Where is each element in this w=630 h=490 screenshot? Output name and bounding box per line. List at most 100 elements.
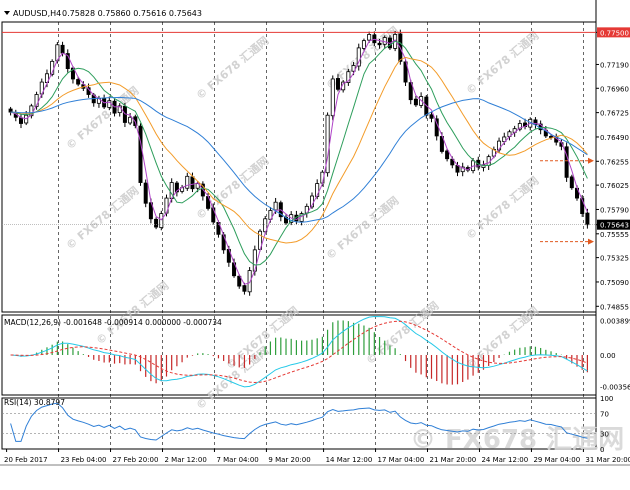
candle-body xyxy=(34,94,39,107)
candle-body xyxy=(242,285,247,292)
candle-body xyxy=(481,164,486,168)
current-price-tag xyxy=(597,219,630,230)
candle-body xyxy=(247,270,252,293)
ma-line-120 xyxy=(10,96,588,223)
candle-body xyxy=(335,78,340,90)
candle-body xyxy=(569,176,574,189)
date-tick-label: 24 Mar 12:00 xyxy=(481,456,528,464)
candle-body xyxy=(159,213,164,228)
date-tick-label: 23 Feb 04:00 xyxy=(61,456,107,464)
candle-body xyxy=(367,34,372,41)
macd-tick-label: -0.003566 xyxy=(600,384,630,392)
date-tick-label: 27 Feb 20:00 xyxy=(113,456,159,464)
price-tick-label: 0.76960 xyxy=(600,85,629,93)
macd-line xyxy=(10,315,588,388)
ohlc-readout: 0.75828 0.75860 0.75616 0.75643 xyxy=(62,9,202,18)
price-axis: 0.77500 0.77190 0.76960 0.76725 0.76490 0.762… xyxy=(596,27,630,454)
candle-body xyxy=(273,201,278,211)
candle-body xyxy=(413,98,418,106)
price-tick-label: 0.76255 xyxy=(600,158,629,166)
watermark-text: © FX678 汇通网 xyxy=(364,299,442,367)
price-tick-label: 0.74855 xyxy=(600,303,629,311)
rsi-line xyxy=(10,402,588,442)
date-tick-label: 29 Mar 04:00 xyxy=(533,456,580,464)
ma-line-12 xyxy=(10,38,588,286)
candle-body xyxy=(330,78,335,117)
rsi-tick-label: 70 xyxy=(600,410,609,418)
candle-body xyxy=(549,136,554,138)
price-tick-label: 0.75790 xyxy=(600,206,629,214)
rsi-tick-label: 30 xyxy=(600,431,609,439)
price-tick-label: 0.75325 xyxy=(600,255,629,263)
macd-label: MACD(12,26,9) -0.001648 -0.000914 0.0000… xyxy=(4,318,222,327)
price-pane xyxy=(2,29,596,296)
date-tick-label: 21 Mar 20:00 xyxy=(430,456,477,464)
rsi-label: RSI(14) 30.8797 xyxy=(4,398,65,407)
level-price-tag xyxy=(597,27,630,38)
symbol-dropdown[interactable]: AUDUSD,H4 xyxy=(4,9,61,18)
price-tick-label: 0.75555 xyxy=(600,231,629,239)
candle-body xyxy=(408,82,413,101)
watermark-text: © FX678 汇通网 xyxy=(94,279,172,347)
candle-body xyxy=(154,218,159,228)
candle-body xyxy=(60,44,65,54)
date-tick-label: 14 Mar 12:00 xyxy=(326,456,373,464)
watermark-text: © FX678 汇通网 xyxy=(224,304,302,372)
candle-body xyxy=(143,182,148,204)
watermark-text: © FX678 汇通网 xyxy=(64,184,142,252)
macd-tick-label: 0.00 xyxy=(600,352,616,360)
candle-body xyxy=(450,158,455,166)
price-tick-label: 0.76725 xyxy=(600,110,629,118)
candle-body xyxy=(70,67,75,80)
candle-body xyxy=(585,212,590,226)
candle-body xyxy=(429,114,434,119)
date-tick-label: 20 Feb 2017 xyxy=(4,456,48,464)
candle-body xyxy=(382,37,387,45)
candle-body xyxy=(76,79,81,85)
price-tick-label: 0.75090 xyxy=(600,279,629,287)
macd-signal-line xyxy=(10,320,588,384)
candle-body xyxy=(445,150,450,160)
watermark-text: © FX678 汇通网 xyxy=(324,194,402,262)
rsi-tick-label: 100 xyxy=(600,395,613,403)
candle-body xyxy=(174,182,179,193)
candle-body xyxy=(460,166,465,173)
candle-body xyxy=(517,123,522,130)
forecast-arrowhead xyxy=(588,157,594,164)
date-axis: 20 Feb 2017 23 Feb 04:00 27 Feb 20:00 2 Mar… xyxy=(4,449,630,464)
date-tick-label: 31 Mar 20:00 xyxy=(585,456,630,464)
macd-tick-label: 0.003899 xyxy=(600,317,630,325)
candle-body xyxy=(18,117,23,124)
price-tick-label: 0.77500 xyxy=(600,29,629,37)
date-tick-label: 7 Mar 04:00 xyxy=(216,456,258,464)
watermark-text: © FX678 汇通网 xyxy=(464,29,542,97)
candle-body xyxy=(138,125,143,183)
candle-body xyxy=(361,40,366,49)
price-tick-label: 0.76025 xyxy=(600,182,629,190)
candle-body xyxy=(8,108,13,113)
candle-body xyxy=(403,61,408,83)
candle-body xyxy=(315,183,320,197)
symbol-label[interactable]: AUDUSD,H4 xyxy=(13,9,61,18)
candle-body xyxy=(351,65,356,72)
candle-body xyxy=(377,42,382,46)
ma-line-30 xyxy=(10,40,588,266)
watermark-text: © FX678 汇通网 xyxy=(324,24,402,92)
candle-body xyxy=(564,146,569,178)
candle-body xyxy=(29,105,34,117)
candle-body xyxy=(502,136,507,143)
date-tick-label: 17 Mar 04:00 xyxy=(378,456,425,464)
dropdown-triangle-icon[interactable] xyxy=(4,11,10,15)
rsi-tick-label: 0 xyxy=(600,446,604,454)
candle-body xyxy=(65,53,70,70)
watermark-text: © FX678 汇通网 xyxy=(464,304,542,372)
price-tick-label: 0.77190 xyxy=(600,61,629,69)
candle-body xyxy=(356,47,361,67)
forecast-arrowhead xyxy=(588,238,594,245)
candle-body xyxy=(346,71,351,83)
rsi-pane xyxy=(2,402,596,442)
candle-body xyxy=(455,165,460,173)
candle-body xyxy=(263,218,268,233)
date-tick-label: 9 Mar 20:00 xyxy=(268,456,310,464)
